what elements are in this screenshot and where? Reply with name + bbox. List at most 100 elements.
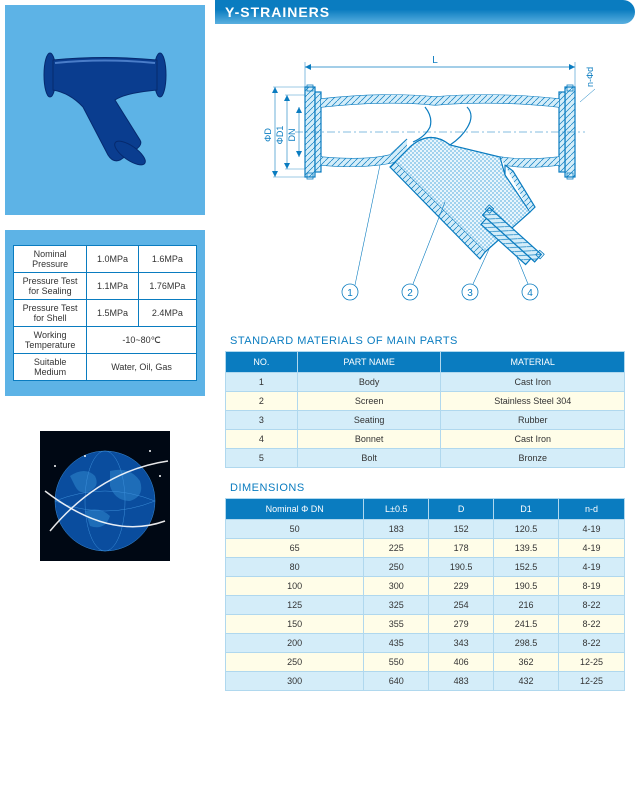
table-row: 2ScreenStainless Steel 304 [226,392,625,411]
spec-row: Suitable MediumWater, Oil, Gas [14,354,197,381]
table-header-cell: NO. [226,352,298,373]
table-cell: 100 [226,577,364,596]
table-cell: 152.5 [494,558,559,577]
table-cell: 300 [226,672,364,691]
spec-value: 1.1MPa [87,273,139,300]
page: Nominal Pressure1.0MPa1.6MPaPressure Tes… [0,0,635,699]
table-cell: 8-22 [559,596,625,615]
table-cell: 2 [226,392,298,411]
spec-label: Suitable Medium [14,354,87,381]
table-cell: 1 [226,373,298,392]
materials-table: NO.PART NAMEMATERIAL 1BodyCast Iron2Scre… [225,351,625,468]
dimensions-title: DIMENSIONS [215,476,635,498]
globe-icon [40,431,170,561]
table-cell: Seating [297,411,441,430]
table-cell: Bonnet [297,430,441,449]
table-cell: 355 [364,615,429,634]
table-cell: 12-25 [559,653,625,672]
table-row: 3SeatingRubber [226,411,625,430]
callout-1: 1 [347,288,353,299]
table-cell: 65 [226,539,364,558]
dim-D: ΦD [263,127,273,141]
spec-label: Pressure Test for Sealing [14,273,87,300]
table-header-cell: D [429,499,494,520]
table-header-cell: n-d [559,499,625,520]
table-cell: 225 [364,539,429,558]
header-title: Y-STRAINERS [225,4,330,20]
table-row: 4BonnetCast Iron [226,430,625,449]
materials-title: STANDARD MATERIALS OF MAIN PARTS [215,329,635,351]
spec-value: 1.5MPa [87,300,139,327]
table-cell: 4-19 [559,539,625,558]
spec-value: 1.0MPa [87,246,139,273]
spec-table-body: Nominal Pressure1.0MPa1.6MPaPressure Tes… [14,246,197,381]
table-row: 80250190.5152.54-19 [226,558,625,577]
table-cell: 8-22 [559,615,625,634]
table-row: 65225178139.54-19 [226,539,625,558]
table-cell: 8-19 [559,577,625,596]
callout-4: 4 [527,288,533,299]
callout-2: 2 [407,288,413,299]
spec-value: -10~80℃ [87,327,197,354]
spec-value: 1.6MPa [138,246,196,273]
table-cell: 150 [226,615,364,634]
table-header-cell: PART NAME [297,352,441,373]
table-cell: Body [297,373,441,392]
table-cell: 12-25 [559,672,625,691]
spec-row: Working Temperature-10~80℃ [14,327,197,354]
technical-diagram: L n-Φd [235,47,615,317]
table-cell: 200 [226,634,364,653]
dim-DN: DN [287,128,297,141]
table-cell: 125 [226,596,364,615]
spec-label: Working Temperature [14,327,87,354]
table-cell: 50 [226,520,364,539]
table-header-cell: L±0.5 [364,499,429,520]
table-cell: 432 [494,672,559,691]
spec-box: Nominal Pressure1.0MPa1.6MPaPressure Tes… [5,230,205,396]
table-cell: 139.5 [494,539,559,558]
table-cell: 254 [429,596,494,615]
table-cell: 190.5 [494,577,559,596]
table-cell: 4-19 [559,520,625,539]
table-cell: 640 [364,672,429,691]
table-row: 25055040636212-25 [226,653,625,672]
table-row: 1BodyCast Iron [226,373,625,392]
spec-row: Nominal Pressure1.0MPa1.6MPa [14,246,197,273]
table-row: 30064048343212-25 [226,672,625,691]
dim-L: L [432,55,438,66]
dim-D1: ΦD1 [275,125,285,144]
table-cell: 8-22 [559,634,625,653]
spec-table: Nominal Pressure1.0MPa1.6MPaPressure Tes… [13,245,197,381]
table-cell: 4-19 [559,558,625,577]
table-cell: 229 [429,577,494,596]
dimensions-header-row: Nominal Φ DNL±0.5DD1n-d [226,499,625,520]
table-row: 100300229190.58-19 [226,577,625,596]
spec-row: Pressure Test for Shell1.5MPa2.4MPa [14,300,197,327]
diagram-box: L n-Φd [215,34,635,329]
table-cell: 250 [226,653,364,672]
header-bar: Y-STRAINERS [215,0,635,24]
table-cell: 279 [429,615,494,634]
table-cell: 183 [364,520,429,539]
right-column: Y-STRAINERS [215,0,635,699]
table-cell: 435 [364,634,429,653]
table-cell: 3 [226,411,298,430]
table-cell: 362 [494,653,559,672]
table-cell: Bolt [297,449,441,468]
spec-value: 2.4MPa [138,300,196,327]
table-cell: 178 [429,539,494,558]
dimensions-body: 50183152120.54-1965225178139.54-19802501… [226,520,625,691]
callout-3: 3 [467,288,473,299]
table-cell: 550 [364,653,429,672]
dimensions-table: Nominal Φ DNL±0.5DD1n-d 50183152120.54-1… [225,498,625,691]
table-cell: 190.5 [429,558,494,577]
table-cell: Bronze [441,449,625,468]
table-cell: Cast Iron [441,373,625,392]
table-cell: 343 [429,634,494,653]
materials-body: 1BodyCast Iron2ScreenStainless Steel 304… [226,373,625,468]
table-cell: 152 [429,520,494,539]
table-row: 1253252542168-22 [226,596,625,615]
table-cell: 5 [226,449,298,468]
table-cell: 216 [494,596,559,615]
table-header-cell: MATERIAL [441,352,625,373]
